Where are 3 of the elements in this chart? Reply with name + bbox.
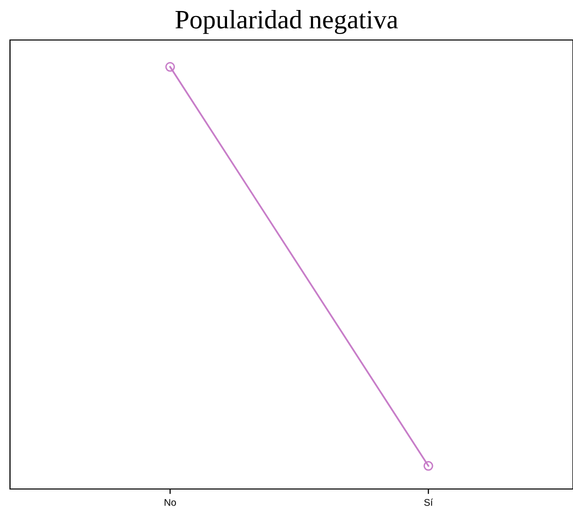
x-tick-label: Sí: [424, 498, 433, 506]
x-tick-label: No: [164, 499, 176, 506]
chart-title: Popularidad negativa: [176, 10, 398, 34]
